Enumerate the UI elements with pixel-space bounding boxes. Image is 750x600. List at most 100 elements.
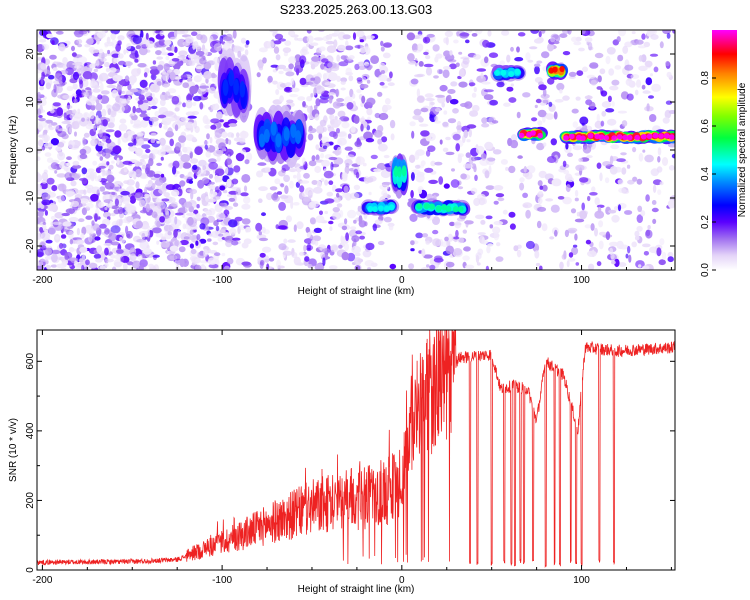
- spectrogram-cell: [549, 236, 555, 240]
- spectrogram-cell: [621, 167, 627, 175]
- spectrogram-cell: [127, 83, 132, 91]
- spectrogram-cell: [187, 54, 195, 59]
- spectrogram-cell: [456, 31, 460, 37]
- spectrogram-cell: [72, 62, 82, 66]
- spectrogram-cell: [207, 238, 212, 242]
- spectrogram-cell: [176, 230, 182, 239]
- y-tick-label: -10: [25, 190, 36, 205]
- spectrogram-cell: [594, 210, 605, 219]
- spectrogram-cell: [662, 30, 671, 35]
- spectrogram-cell: [171, 95, 180, 105]
- spectrogram-cell: [277, 225, 288, 230]
- spectrogram-cell: [267, 75, 273, 83]
- spectrogram-cell: [423, 254, 433, 259]
- spectrogram-cell: [417, 95, 425, 103]
- spectrogram-cell: [608, 68, 615, 76]
- spectrogram-cell: [575, 164, 585, 171]
- spectrogram-cell: [233, 137, 243, 142]
- spectrogram-cell: [204, 144, 208, 150]
- signal-feature: [517, 126, 548, 142]
- spectrogram-cell: [259, 47, 268, 53]
- spectrogram-cell: [340, 87, 346, 91]
- spectrogram-cell: [167, 206, 174, 210]
- colorbar-tick-label: 0.6: [700, 119, 711, 133]
- spectrogram-cell: [616, 134, 623, 140]
- spectrogram-cell: [625, 78, 633, 86]
- spectrogram-cell: [482, 39, 490, 48]
- spectrogram-cell: [38, 117, 46, 122]
- spectrogram-cell: [373, 168, 382, 173]
- spectrogram-cell: [158, 188, 167, 194]
- spectrogram-cell: [136, 161, 143, 166]
- spectrogram-cell: [616, 240, 624, 250]
- spectrogram-cell: [389, 119, 396, 129]
- spectrogram-cell: [240, 149, 247, 155]
- spectrogram-cell: [485, 215, 493, 220]
- spectrogram-cell: [53, 83, 57, 93]
- spectrogram-cell: [150, 66, 158, 70]
- spectrogram-cell: [144, 167, 150, 175]
- spectrogram-cell: [263, 128, 270, 143]
- spectrogram-cell: [199, 85, 210, 89]
- spectrogram-cell: [149, 116, 159, 122]
- spectrogram-cell: [653, 66, 659, 73]
- spectrogram-cell: [182, 41, 191, 46]
- spectrogram-cell: [195, 50, 205, 56]
- signal-feature: [410, 198, 471, 217]
- spectrogram-cell: [152, 60, 157, 65]
- spectrogram-cell: [279, 195, 289, 199]
- spectrogram-cell: [408, 263, 415, 270]
- spectrogram-cell: [671, 153, 675, 159]
- spectrogram-cell: [335, 88, 339, 98]
- spectrogram-cell: [135, 107, 142, 113]
- spectrogram-cell: [121, 195, 131, 205]
- spectrogram-cell: [116, 219, 122, 227]
- spectrogram-cell: [367, 205, 374, 213]
- spectrogram-cell: [578, 47, 585, 52]
- x-tick-label: -100: [212, 275, 232, 286]
- spectrogram-cell: [283, 174, 290, 183]
- spectrogram-cell: [531, 117, 538, 122]
- spectrogram-cell: [46, 177, 55, 185]
- spectrogram-cell: [328, 96, 333, 104]
- spectrogram-cell: [495, 193, 505, 198]
- spectrogram-cell: [215, 178, 223, 183]
- spectrogram-cell: [456, 125, 463, 131]
- spectrogram-cell: [475, 214, 485, 220]
- spectrogram-cell: [425, 54, 431, 60]
- spectrogram-cell: [447, 118, 457, 124]
- spectrogram-cell: [119, 118, 127, 124]
- spectrogram-cell: [167, 127, 173, 136]
- spectrogram-cell: [353, 219, 357, 224]
- spectrogram-cell: [443, 110, 448, 115]
- spectrogram-cell: [424, 93, 434, 98]
- spectrogram-cell: [311, 56, 320, 62]
- spectrogram-cell: [452, 133, 461, 141]
- spectrogram-cell: [82, 137, 86, 146]
- spectrogram-cell: [566, 260, 570, 268]
- spectrogram-cell: [333, 196, 341, 203]
- spectrogram-cell: [299, 180, 310, 184]
- spectrogram-cell: [204, 124, 211, 129]
- spectrogram-cell: [103, 242, 112, 246]
- spectrogram-cell: [464, 101, 473, 109]
- spectrogram-cell: [368, 191, 372, 196]
- spectrogram-cell: [169, 71, 176, 81]
- spectrogram-cell: [285, 86, 291, 92]
- spectrogram-cell: [282, 250, 293, 256]
- spectrogram-cell: [233, 165, 241, 173]
- spectrogram-cell: [550, 138, 557, 146]
- spectrogram-cell: [557, 196, 565, 200]
- spectrogram-cell: [332, 207, 340, 213]
- spectrogram-cell: [649, 53, 659, 57]
- spectrogram-cell: [129, 88, 139, 93]
- spectrogram-cell: [445, 261, 455, 268]
- spectrogram-cell: [662, 117, 670, 124]
- spectrogram-cell: [634, 134, 641, 141]
- spectrogram-cell: [81, 264, 85, 270]
- spectrogram-cell: [429, 264, 436, 270]
- spectrogram-cell: [90, 186, 101, 195]
- spectrogram-cell: [617, 204, 622, 212]
- spectrogram-cell: [171, 58, 180, 62]
- spectrogram-cell: [112, 103, 121, 112]
